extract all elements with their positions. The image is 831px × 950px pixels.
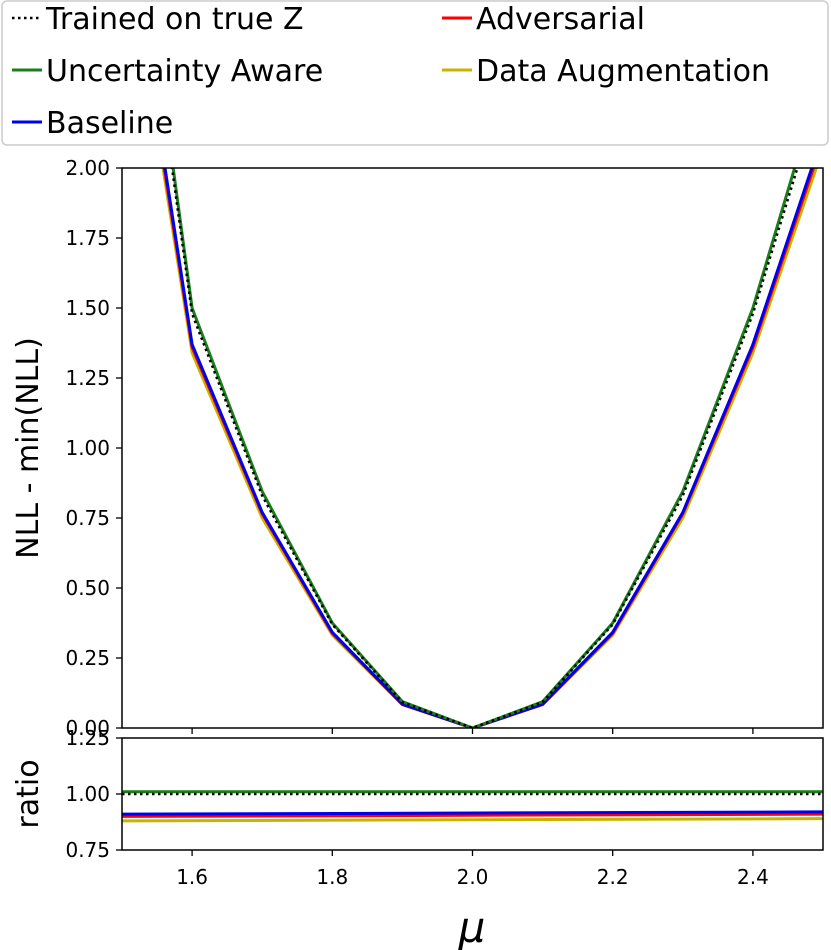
series-line-baseline: [163, 168, 814, 728]
legend: Trained on true Z Adversarial Uncertainty …: [1, 0, 829, 146]
ratio-y-ticks: 0.75 1.00 1.25: [65, 726, 122, 862]
x-tick-label: 2.0: [457, 865, 489, 889]
x-tick-label: 1.8: [316, 865, 348, 889]
main-y-axis-label: NLL - min(NLL): [11, 337, 46, 559]
ratio-plot-frame: [121, 737, 824, 851]
legend-entry-data-augmentation: Data Augmentation: [442, 54, 770, 89]
legend-frame: [1, 0, 829, 146]
series-line-trained-on-true-z: [170, 168, 799, 728]
main-plot-frame: [121, 167, 824, 729]
ratio-y-tick-label: 1.00: [65, 782, 110, 806]
main-y-tick-label: 0.50: [65, 576, 110, 600]
series-line-data-augmentation: [161, 168, 818, 728]
x-tick-label: 2.2: [597, 865, 629, 889]
main-y-tick-label: 1.50: [65, 296, 110, 320]
main-y-tick-label: 2.00: [65, 156, 110, 180]
x-tick-label: 2.4: [737, 865, 769, 889]
main-y-ticks: 0.00 0.25 0.50 0.75 1.00 1.25 1.50 1.75 2.00: [65, 156, 122, 740]
ratio-line-data-augmentation: [122, 817, 823, 823]
ratio-y-tick-label: 0.75: [65, 838, 110, 862]
ratio-plot-panel: 0.75 1.00 1.25 1.6 1.8 2.0 2.2 2.4 ratio μ: [11, 726, 824, 950]
ratio-line-adversarial: [122, 812, 823, 818]
legend-entry-baseline: Baseline: [12, 106, 173, 141]
legend-label: Adversarial: [476, 2, 645, 37]
ratio-y-tick-label: 1.25: [65, 726, 110, 750]
main-y-tick-label: 1.00: [65, 436, 110, 460]
main-y-tick-label: 0.00: [65, 716, 110, 740]
x-tick-label: 1.6: [176, 865, 208, 889]
ratio-y-axis-label: ratio: [11, 759, 46, 828]
main-y-tick-label: 1.25: [65, 366, 110, 390]
legend-entry-uncertainty-aware: Uncertainty Aware: [12, 54, 323, 89]
legend-label: Uncertainty Aware: [46, 54, 323, 89]
ratio-line-baseline: [122, 810, 823, 816]
x-axis-label: μ: [458, 903, 486, 950]
main-y-tick-label: 1.75: [65, 226, 110, 250]
main-y-tick-label: 0.75: [65, 506, 110, 530]
main-series-lines: [161, 168, 818, 728]
legend-label: Data Augmentation: [476, 54, 770, 89]
main-plot-panel: 0.00 0.25 0.50 0.75 1.00 1.25 1.50 1.75 2.00 NLL…: [11, 156, 824, 740]
legend-label: Baseline: [46, 106, 173, 141]
legend-label: Trained on true Z: [45, 2, 304, 37]
legend-entry-trained-on-true-z: Trained on true Z: [12, 2, 304, 37]
ratio-series-lines: [122, 790, 823, 823]
x-ticks: 1.6 1.8 2.0 2.2 2.4: [176, 728, 769, 889]
main-y-tick-label: 0.25: [65, 646, 110, 670]
series-line-uncertainty-aware: [171, 168, 797, 728]
legend-entry-adversarial: Adversarial: [442, 2, 645, 37]
